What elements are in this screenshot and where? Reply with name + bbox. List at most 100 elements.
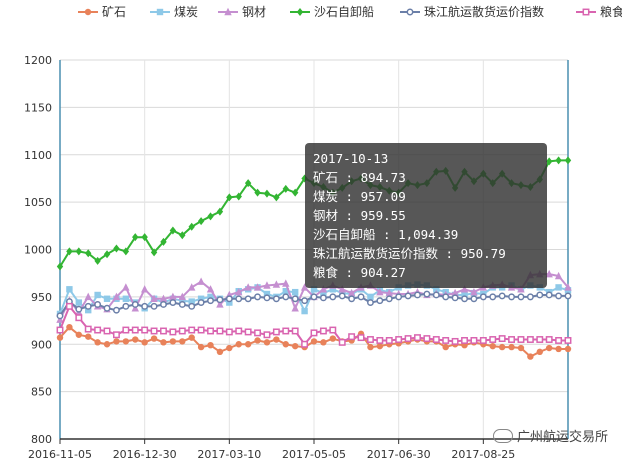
x-tick-label: 2016-12-30 xyxy=(113,448,177,461)
data-point-0 xyxy=(235,341,242,348)
data-point-4 xyxy=(479,293,487,301)
legend-label: 粮食 xyxy=(600,4,622,19)
data-point-5 xyxy=(545,336,553,343)
legend-item-4[interactable]: 珠江航运散货运价指数 xyxy=(400,4,544,19)
data-point-3 xyxy=(66,247,73,256)
y-tick-label: 1200 xyxy=(24,54,52,67)
data-point-4 xyxy=(188,302,196,310)
data-point-3 xyxy=(85,249,92,258)
data-point-4 xyxy=(75,305,83,313)
data-point-2 xyxy=(84,292,92,301)
data-point-0 xyxy=(329,335,337,342)
data-point-1 xyxy=(461,291,468,299)
data-point-4 xyxy=(169,299,177,307)
legend-item-5[interactable]: 粮食 xyxy=(576,4,622,19)
data-point-4 xyxy=(56,312,64,320)
data-point-3 xyxy=(113,244,120,253)
y-tick-label: 1000 xyxy=(24,244,52,257)
data-point-5 xyxy=(65,302,73,310)
data-point-5 xyxy=(526,336,534,343)
data-point-5 xyxy=(508,336,516,343)
legend-item-1[interactable]: 煤炭 xyxy=(150,5,198,19)
data-point-5 xyxy=(442,337,450,344)
data-point-2 xyxy=(122,283,130,291)
data-point-1 xyxy=(207,293,214,301)
y-tick-label: 800 xyxy=(31,433,52,446)
data-point-5 xyxy=(244,328,252,336)
data-point-4 xyxy=(385,295,393,303)
data-point-1 xyxy=(75,299,83,306)
data-point-5 xyxy=(141,326,149,334)
data-point-2 xyxy=(451,288,459,297)
data-point-0 xyxy=(282,341,289,348)
data-point-4 xyxy=(451,294,459,302)
watermark: 广州航运交易所 xyxy=(492,426,608,445)
data-point-3 xyxy=(207,212,214,221)
data-point-2 xyxy=(319,285,328,293)
data-point-2 xyxy=(517,285,525,293)
legend-swatch-marker xyxy=(406,8,414,16)
data-point-5 xyxy=(479,337,487,344)
data-point-1 xyxy=(122,295,130,302)
data-point-0 xyxy=(545,344,553,352)
data-point-0 xyxy=(254,337,261,344)
data-point-5 xyxy=(282,327,290,335)
data-point-3 xyxy=(56,262,64,271)
legend-swatch-marker xyxy=(84,8,92,16)
watermark-text: 广州航运交易所 xyxy=(516,430,608,445)
data-point-4 xyxy=(432,291,440,299)
data-point-2 xyxy=(338,285,346,293)
data-point-5 xyxy=(338,338,346,346)
data-point-2 xyxy=(188,283,196,291)
data-point-5 xyxy=(498,335,506,343)
series-0 xyxy=(56,323,572,360)
data-point-2 xyxy=(564,283,572,291)
legend-swatch-marker xyxy=(224,7,232,16)
data-point-1 xyxy=(179,297,186,304)
data-point-1 xyxy=(103,295,111,302)
data-point-2 xyxy=(460,285,469,293)
data-point-4 xyxy=(517,293,525,301)
legend-item-3[interactable]: 沙石自卸船 xyxy=(290,4,374,19)
data-point-1 xyxy=(188,298,195,305)
data-point-5 xyxy=(254,329,262,337)
data-point-4 xyxy=(423,290,431,298)
data-point-4 xyxy=(338,292,346,300)
data-point-3 xyxy=(216,207,224,216)
data-point-3 xyxy=(179,231,186,240)
data-point-4 xyxy=(178,301,186,308)
data-point-0 xyxy=(66,323,73,331)
legend-item-2[interactable]: 钢材 xyxy=(218,5,266,19)
data-point-5 xyxy=(301,340,309,348)
legend-swatch-marker xyxy=(156,8,164,16)
data-point-2 xyxy=(235,287,243,296)
tooltip-row-coal: 煤炭 : 957.09 xyxy=(313,189,406,204)
data-point-5 xyxy=(103,327,111,335)
y-tick-label: 950 xyxy=(31,291,52,304)
x-tick-label: 2016-11-05 xyxy=(28,448,92,461)
data-point-4 xyxy=(272,295,280,303)
data-point-3 xyxy=(282,184,289,193)
data-point-5 xyxy=(225,328,233,336)
data-point-3 xyxy=(150,248,158,257)
data-point-4 xyxy=(489,293,497,301)
data-point-5 xyxy=(197,326,205,334)
data-point-5 xyxy=(517,336,525,343)
data-point-2 xyxy=(291,304,299,312)
legend[interactable]: 矿石 煤炭 钢材 沙石自卸船 珠江航运散货运价指数 粮食 xyxy=(78,4,622,19)
data-point-3 xyxy=(564,156,572,165)
data-point-1 xyxy=(367,293,374,301)
legend-item-0[interactable]: 矿石 xyxy=(78,5,126,19)
data-point-0 xyxy=(160,339,167,346)
data-point-5 xyxy=(376,337,384,344)
data-point-4 xyxy=(348,295,356,303)
legend-swatch-marker xyxy=(582,8,590,16)
tooltip-row-index: 珠江航运散货运价指数 : 950.79 xyxy=(313,246,506,261)
data-point-1 xyxy=(263,290,271,298)
data-point-0 xyxy=(150,335,158,342)
data-point-3 xyxy=(226,193,233,202)
data-point-5 xyxy=(131,326,139,334)
data-point-4 xyxy=(395,293,403,301)
y-tick-label: 900 xyxy=(31,338,52,351)
data-point-5 xyxy=(272,328,280,336)
